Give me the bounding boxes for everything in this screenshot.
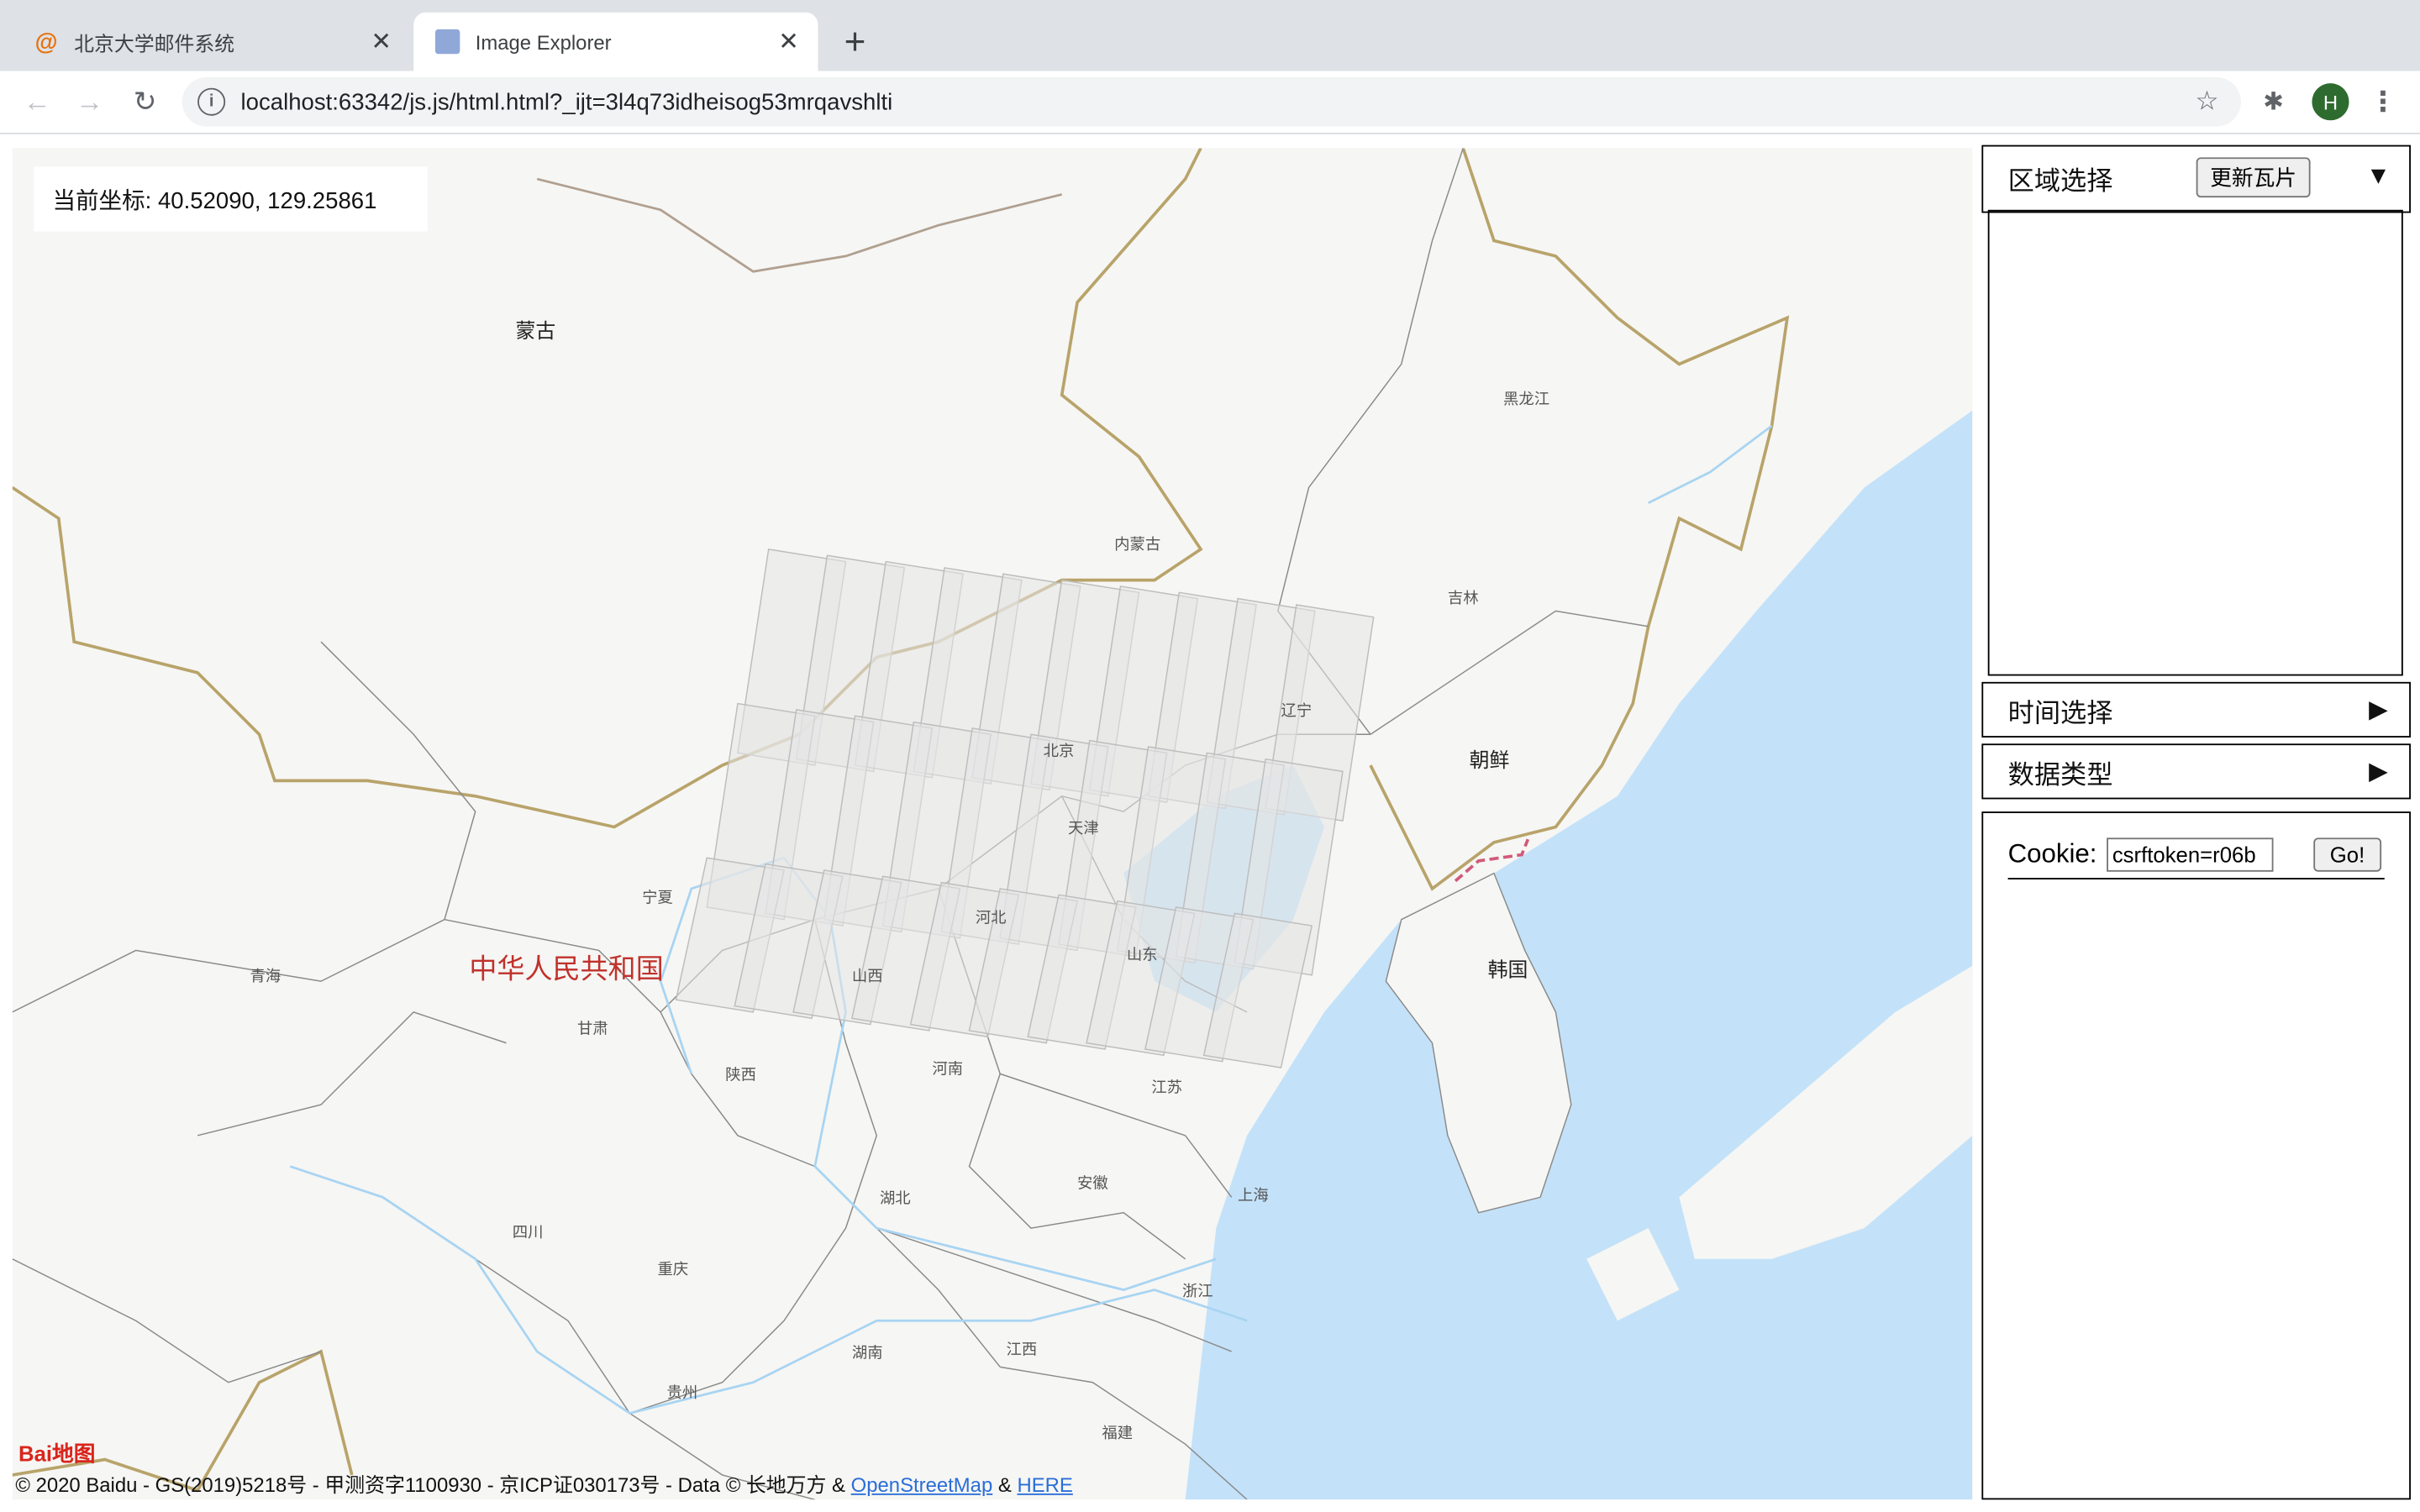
copyright-and: & — [997, 1473, 1012, 1497]
map-label-shanxi: 山西 — [851, 969, 883, 986]
collapse-arrow-icon[interactable]: ▼ — [2365, 163, 2391, 190]
data-type-panel[interactable]: 数据类型 ▶ — [1981, 743, 2411, 800]
map-label-jiangsu: 江苏 — [1151, 1079, 1182, 1097]
japan-land-south — [1586, 1228, 1680, 1321]
mongolia-russia-border — [536, 177, 1063, 273]
anime-avatar-icon — [434, 29, 460, 55]
korea-land — [1385, 872, 1572, 1214]
map-label-hebei: 河北 — [975, 910, 1007, 927]
map-label-neimenggu: 内蒙古 — [1114, 537, 1161, 554]
map-label-jiangxi: 江西 — [1006, 1341, 1038, 1360]
star-icon[interactable]: ☆ — [2195, 86, 2219, 116]
japan-land — [1679, 965, 1973, 1259]
map-label-tianjin: 天津 — [1068, 821, 1099, 838]
tile-footprints — [675, 549, 1375, 1068]
map-canvas[interactable]: 当前坐标: 40.52090, 129.25861 蒙古 黑龙江 内蒙古 吉林 … — [12, 148, 1973, 1500]
openstreetmap-link[interactable]: OpenStreetMap — [850, 1473, 993, 1497]
map-label-china: 中华人民共和国 — [469, 953, 664, 984]
back-icon[interactable]: ← — [23, 85, 51, 117]
info-icon[interactable]: i — [197, 87, 226, 116]
map-label-hubei: 湖北 — [879, 1190, 911, 1209]
map-label-chongqing: 重庆 — [657, 1262, 689, 1279]
map-label-ningxia: 宁夏 — [642, 890, 673, 907]
profile-avatar[interactable]: H — [2312, 83, 2349, 121]
region-select-body[interactable] — [1987, 209, 2403, 676]
map-label-henan: 河南 — [932, 1061, 964, 1079]
cookie-label: Cookie: — [2007, 839, 2097, 869]
map-label-anhui: 安徽 — [1077, 1175, 1108, 1193]
close-icon[interactable]: ✕ — [371, 29, 392, 56]
map-label-fujian: 福建 — [1102, 1425, 1134, 1443]
expand-arrow-icon[interactable]: ▶ — [2369, 697, 2388, 724]
reload-icon[interactable]: ↻ — [133, 85, 157, 117]
map-label-heilongjiang: 黑龙江 — [1502, 391, 1550, 409]
national-border-sw — [12, 1349, 354, 1493]
forward-icon[interactable]: → — [76, 85, 104, 117]
go-button[interactable]: Go! — [2312, 837, 2382, 872]
tab-image-explorer[interactable]: Image Explorer ✕ — [413, 12, 818, 71]
baidu-logo[interactable]: Bai地图 — [18, 1441, 96, 1466]
map-label-north-korea: 朝鲜 — [1469, 748, 1510, 772]
time-select-label: 时间选择 — [2007, 698, 2113, 728]
map-label-guizhou: 贵州 — [666, 1385, 698, 1403]
address-bar[interactable]: i localhost:63342/js.js/html.html?_ijt=3… — [182, 76, 2241, 127]
map-label-shaanxi: 陕西 — [725, 1068, 756, 1085]
time-select-panel[interactable]: 时间选择 ▶ — [1981, 681, 2411, 738]
menu-icon[interactable]: ⋮ — [2369, 85, 2397, 117]
map-label-hunan: 湖南 — [851, 1345, 883, 1362]
map-label-beijing: 北京 — [1043, 743, 1075, 761]
cookie-input[interactable] — [2106, 837, 2273, 872]
map-label-shanghai: 上海 — [1238, 1188, 1269, 1205]
here-link[interactable]: HERE — [1017, 1473, 1073, 1497]
region-select-label: 区域选择 — [2007, 165, 2113, 196]
map-label-qinghai: 青海 — [250, 969, 281, 986]
data-type-label: 数据类型 — [2007, 759, 2113, 790]
map-label-shandong: 山东 — [1126, 947, 1158, 964]
tab-title: 北京大学邮件系统 — [74, 31, 235, 55]
dmz-line — [1454, 838, 1530, 883]
region-select-panel: 区域选择 更新瓦片 ▼ — [1981, 144, 2411, 213]
map-label-gansu: 甘肃 — [576, 1021, 608, 1039]
map-label-zhejiang: 浙江 — [1181, 1284, 1213, 1301]
map-label-liaoning: 辽宁 — [1281, 703, 1313, 721]
new-tab-icon[interactable]: + — [844, 21, 866, 64]
coordinate-readout: 当前坐标: 40.52090, 129.25861 — [34, 166, 428, 232]
expand-arrow-icon[interactable]: ▶ — [2369, 759, 2388, 785]
tab-title: Image Explorer — [475, 29, 612, 54]
copyright-text: © 2020 Baidu - GS(2019)5218号 - 甲测资字11009… — [15, 1473, 846, 1497]
map-label-mongolia: 蒙古 — [515, 319, 556, 343]
url-text[interactable]: localhost:63342/js.js/html.html?_ijt=3l4… — [240, 88, 893, 115]
map-graphics — [12, 148, 1973, 1500]
map-label-jilin: 吉林 — [1447, 591, 1479, 608]
national-border-ne — [1369, 148, 1790, 891]
at-icon: @ — [34, 28, 58, 55]
cookie-panel: Cookie: Go! — [1981, 811, 2411, 1500]
browser-toolbar: ← → ↻ i localhost:63342/js.js/html.html?… — [0, 71, 2420, 134]
map-label-sichuan: 四川 — [512, 1225, 544, 1242]
cookie-divider — [2007, 878, 2385, 879]
map-label-south-korea: 韩国 — [1487, 958, 1528, 982]
close-icon[interactable]: ✕ — [778, 29, 799, 56]
update-tiles-button[interactable]: 更新瓦片 — [2196, 157, 2311, 198]
map-copyright: © 2020 Baidu - GS(2019)5218号 - 甲测资字11009… — [15, 1469, 1072, 1499]
tab-pku-mail[interactable]: @ 北京大学邮件系统 ✕ — [13, 13, 411, 71]
extensions-icon[interactable]: ✱ — [2263, 89, 2284, 116]
tab-strip: @ 北京大学邮件系统 ✕ Image Explorer ✕ + — [0, 0, 2420, 71]
